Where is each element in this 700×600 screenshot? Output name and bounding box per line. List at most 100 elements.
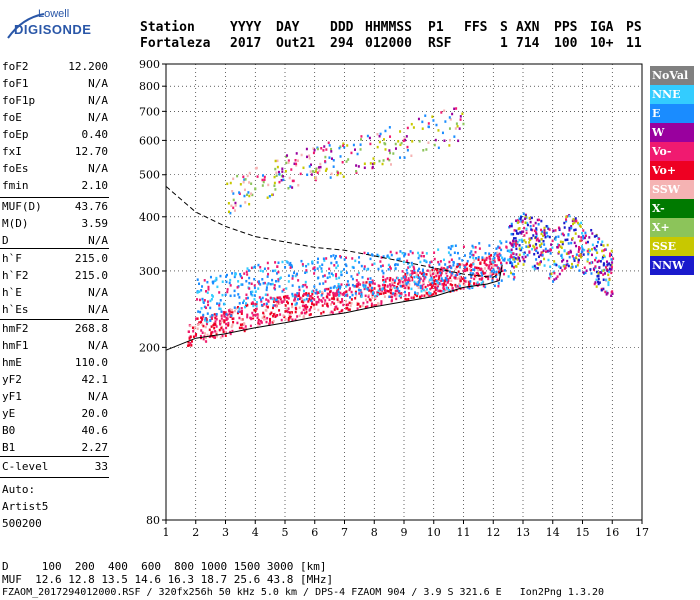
param-row: yE 20.0 [2, 407, 108, 424]
echo-point [570, 226, 573, 230]
echo-point [582, 229, 585, 232]
echo-point [229, 211, 232, 215]
echo-point [299, 172, 302, 176]
echo-point [275, 171, 278, 174]
echo-point [278, 180, 281, 184]
echo-point [200, 316, 203, 319]
echo-point [369, 277, 372, 280]
echo-point [414, 293, 417, 297]
echo-point [488, 244, 491, 247]
echo-point [227, 309, 230, 312]
echo-point [356, 273, 359, 276]
echo-point [481, 258, 484, 261]
echo-point [389, 285, 392, 288]
echo-point [263, 175, 266, 179]
echo-point [525, 245, 528, 248]
echo-point [338, 294, 341, 297]
echo-point [456, 277, 459, 280]
echo-point [456, 263, 459, 266]
echo-point [358, 256, 361, 259]
echo-point [266, 293, 269, 297]
echo-point [449, 253, 452, 257]
echo-point [336, 292, 339, 295]
echo-point [279, 313, 282, 316]
echo-point [230, 310, 233, 314]
echo-point [235, 307, 238, 310]
echo-point [305, 292, 308, 295]
echo-point [335, 305, 338, 308]
echo-point [201, 285, 204, 288]
echo-point [586, 249, 589, 253]
echo-point [595, 244, 598, 248]
echo-point [250, 317, 253, 321]
param-value: N/A [88, 286, 108, 299]
echo-point [339, 291, 342, 295]
echo-point [448, 265, 451, 269]
echo-point [532, 244, 535, 248]
echo-point [382, 275, 385, 279]
echo-point [412, 126, 415, 129]
echo-point [376, 293, 379, 296]
echo-point [417, 269, 420, 272]
x-axis: 1 2 3 4 5 6 7 8 9 10 11 12 13 14 15 16 17 [163, 520, 649, 539]
echo-point [300, 153, 303, 157]
echo-point [248, 276, 251, 280]
echo-point [227, 210, 230, 214]
echo-point [423, 272, 426, 276]
echo-point [213, 315, 216, 318]
echo-point [302, 289, 305, 293]
echo-point [495, 273, 498, 276]
echo-point [371, 289, 374, 293]
echo-point [510, 222, 513, 226]
echo-point [248, 171, 251, 175]
echo-point [378, 134, 381, 138]
echo-point [455, 122, 458, 125]
echo-point [366, 277, 369, 281]
echo-point [389, 135, 392, 138]
echo-point [283, 315, 286, 319]
param-value: N/A [88, 303, 108, 316]
echo-point [428, 291, 431, 294]
echo-point [275, 174, 278, 177]
echo-point [514, 237, 517, 240]
echo-point [327, 141, 330, 145]
param-row: foEp 0.40 [2, 128, 108, 145]
echo-point [251, 301, 254, 304]
echo-point [418, 140, 421, 143]
echo-point [269, 312, 272, 316]
echo-point [333, 292, 336, 295]
echo-point [307, 262, 310, 266]
echo-point [200, 289, 203, 292]
echo-point [363, 251, 366, 255]
echo-point [510, 224, 513, 228]
echo-point [373, 262, 376, 265]
echo-point [538, 263, 541, 266]
echo-point [277, 296, 280, 299]
echo-point [531, 247, 534, 251]
echo-point [225, 273, 228, 277]
echo-point [244, 325, 247, 328]
echo-point [205, 340, 208, 343]
echo-point [329, 311, 332, 315]
echo-point [572, 222, 575, 226]
echo-point [276, 165, 279, 169]
echo-point [337, 290, 340, 293]
echo-point [380, 300, 383, 303]
echo-point [454, 283, 457, 287]
echo-point [218, 291, 221, 294]
echo-point [318, 290, 321, 293]
echo-point [302, 308, 305, 312]
echo-point [433, 272, 436, 275]
echo-point [339, 172, 342, 175]
echo-point [404, 272, 407, 276]
echo-point [273, 286, 276, 290]
echo-point [355, 279, 358, 282]
echo-point [215, 325, 218, 328]
echo-point [346, 306, 349, 310]
echo-point [520, 216, 523, 219]
echo-point [320, 147, 323, 150]
echo-point [540, 242, 543, 246]
echo-point [523, 239, 526, 242]
echo-point [471, 272, 474, 275]
echo-point [522, 230, 525, 233]
